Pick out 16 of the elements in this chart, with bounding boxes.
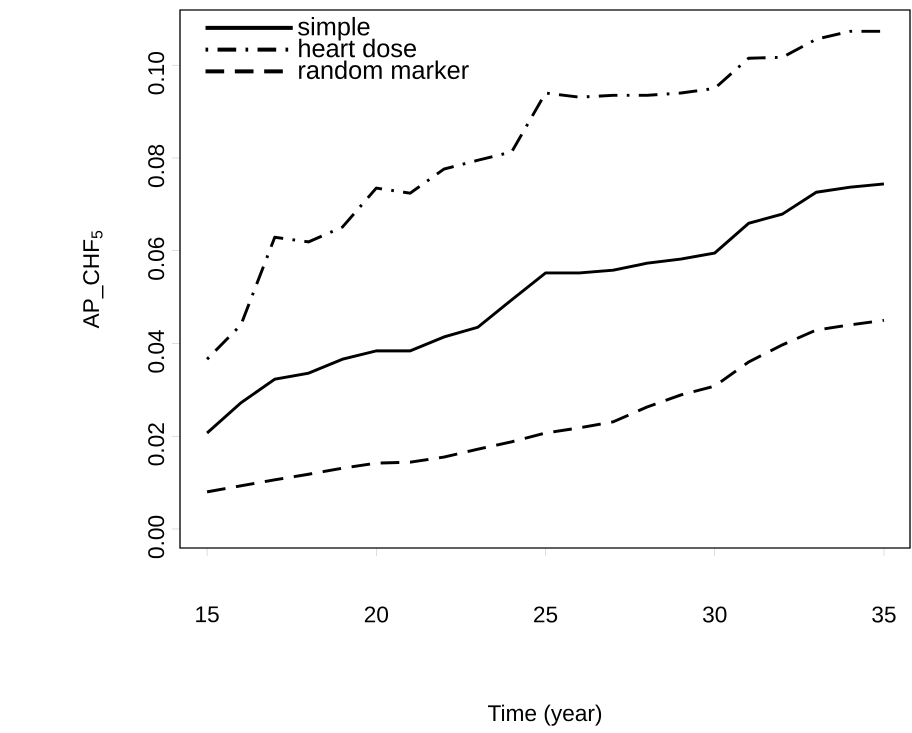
y-tick-label: 0.10 [148, 52, 164, 94]
y-tick-label: 0.08 [148, 144, 164, 187]
x-tick-label: 25 [534, 606, 558, 622]
y-tick-label: 0.04 [148, 330, 164, 373]
x-axis-title: Time (year) [488, 704, 602, 726]
x-tick-label: 15 [196, 606, 219, 622]
x-tick-label: 20 [364, 606, 388, 622]
legend-label: simple [298, 16, 370, 40]
y-axis-title: AP_CHF$_{5}$ [83, 230, 104, 328]
x-tick-label: 35 [872, 606, 896, 622]
y-tick-label: 0.00 [148, 516, 164, 558]
y-tick-label: 0.06 [148, 238, 164, 280]
legend-label: random marker [299, 60, 469, 79]
y-tick-label: 0.02 [148, 423, 164, 466]
x-tick-label: 30 [702, 606, 726, 622]
legend-label: heart dose [299, 38, 416, 58]
